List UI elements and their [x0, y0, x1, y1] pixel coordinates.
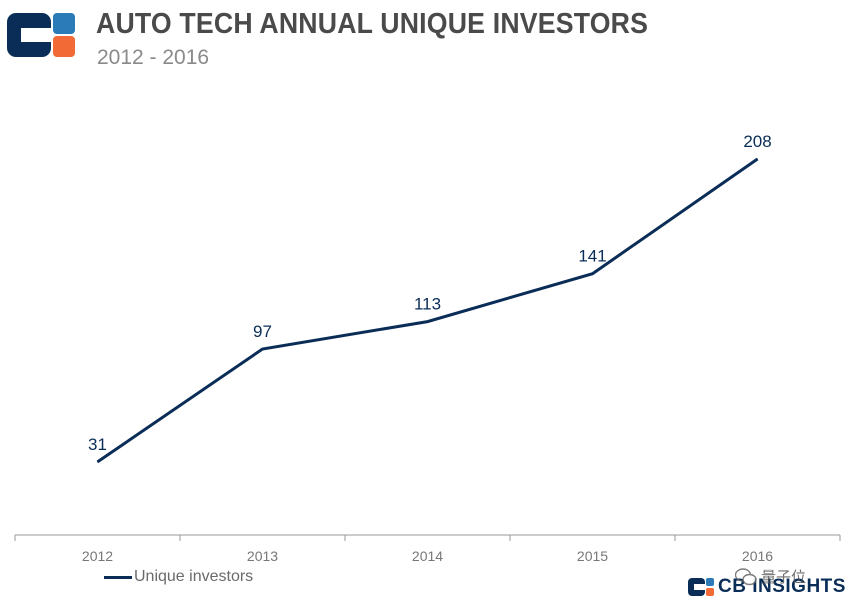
x-axis: 2012 2013 2014 2015 2016: [14, 534, 841, 564]
chart-title: AUTO TECH ANNUAL UNIQUE INVESTORS: [96, 8, 649, 40]
data-point: [757, 158, 758, 160]
data-point: [592, 273, 593, 275]
x-tick-label: 2013: [247, 548, 278, 564]
x-tick-label: 2012: [82, 548, 113, 564]
legend-label: Unique investors: [134, 568, 254, 585]
x-tick-label: 2014: [412, 548, 443, 564]
data-label: 208: [743, 132, 771, 151]
wechat-label: 量子位: [761, 569, 807, 586]
wechat-icon: [735, 567, 757, 585]
data-point: [262, 348, 263, 350]
data-label: 113: [414, 295, 441, 314]
data-point: [97, 461, 98, 463]
series-unique-investors: [96, 157, 759, 464]
data-point: [427, 321, 428, 323]
data-label: 141: [578, 247, 606, 266]
x-tick-label: 2016: [742, 548, 773, 564]
data-label: 31: [88, 435, 107, 454]
legend-swatch: [104, 575, 132, 579]
wechat-watermark: 量子位: [735, 566, 806, 587]
data-labels: 31 97 113 141 208: [88, 132, 772, 454]
x-tick-label: 2015: [577, 548, 608, 564]
legend: Unique investors: [104, 568, 253, 586]
data-label: 97: [253, 322, 272, 341]
cb-insights-logo: [7, 13, 75, 57]
cb-insights-small-logo: [688, 578, 714, 596]
chart-subtitle: 2012 - 2016: [97, 46, 210, 69]
